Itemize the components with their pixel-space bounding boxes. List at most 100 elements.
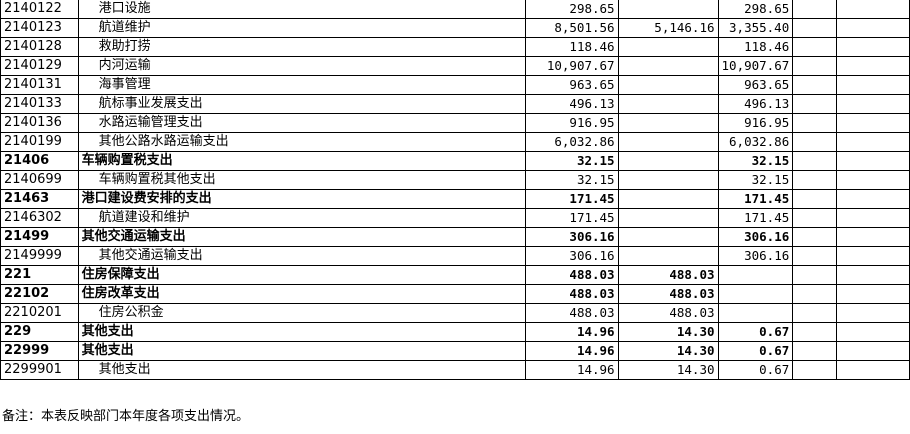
total-cell: 6,032.86 xyxy=(525,132,619,152)
total-cell: 171.45 xyxy=(525,208,619,228)
project-cell: 306.16 xyxy=(717,246,794,266)
basic-cell: 14.30 xyxy=(617,360,719,380)
project-cell: 10,907.67 xyxy=(717,56,794,76)
empty-cell xyxy=(792,341,838,361)
total-cell: 488.03 xyxy=(525,284,619,304)
project-cell: 32.15 xyxy=(717,170,794,190)
empty-cell xyxy=(836,208,910,228)
empty-cell xyxy=(792,75,838,95)
basic-cell xyxy=(617,246,719,266)
basic-cell xyxy=(617,208,719,228)
project-cell: 0.67 xyxy=(717,322,794,342)
table-row: 22999 其他支出 14.96 14.30 0.67 xyxy=(0,341,910,361)
empty-cell xyxy=(836,56,910,76)
project-cell: 3,355.40 xyxy=(717,18,794,38)
name-cell: 住房保障支出 xyxy=(77,265,527,285)
code-cell: 2146302 xyxy=(0,208,79,228)
basic-cell xyxy=(617,75,719,95)
empty-cell xyxy=(836,94,910,114)
total-cell: 916.95 xyxy=(525,113,619,133)
table-row: 2140128 救助打捞 118.46 118.46 xyxy=(0,37,910,57)
code-cell: 21499 xyxy=(0,227,79,247)
empty-cell xyxy=(836,227,910,247)
empty-cell xyxy=(836,132,910,152)
total-cell: 14.96 xyxy=(525,341,619,361)
empty-cell xyxy=(792,132,838,152)
basic-cell xyxy=(617,227,719,247)
project-cell: 171.45 xyxy=(717,208,794,228)
empty-cell xyxy=(792,94,838,114)
empty-cell xyxy=(836,303,910,323)
empty-cell xyxy=(792,37,838,57)
project-cell: 0.67 xyxy=(717,360,794,380)
name-cell: 其他支出 xyxy=(77,322,527,342)
code-cell: 2140133 xyxy=(0,94,79,114)
name-cell: 其他公路水路运输支出 xyxy=(77,132,527,152)
code-cell: 2140129 xyxy=(0,56,79,76)
project-cell: 0.67 xyxy=(717,341,794,361)
table-row: 2146302 航道建设和维护 171.45 171.45 xyxy=(0,208,910,228)
basic-cell xyxy=(617,0,719,19)
basic-cell xyxy=(617,170,719,190)
total-cell: 14.96 xyxy=(525,360,619,380)
table-row: 2140129 内河运输 10,907.67 10,907.67 xyxy=(0,56,910,76)
code-cell: 221 xyxy=(0,265,79,285)
table-row: 2210201 住房公积金 488.03 488.03 xyxy=(0,303,910,323)
name-cell: 内河运输 xyxy=(77,56,527,76)
name-cell: 住房改革支出 xyxy=(77,284,527,304)
code-cell: 21463 xyxy=(0,189,79,209)
code-cell: 2149999 xyxy=(0,246,79,266)
name-cell: 水路运输管理支出 xyxy=(77,113,527,133)
basic-cell: 488.03 xyxy=(617,265,719,285)
table-row: 229 其他支出 14.96 14.30 0.67 xyxy=(0,322,910,342)
empty-cell xyxy=(792,113,838,133)
empty-cell xyxy=(836,265,910,285)
project-cell: 496.13 xyxy=(717,94,794,114)
empty-cell xyxy=(792,246,838,266)
empty-cell xyxy=(792,170,838,190)
empty-cell xyxy=(836,360,910,380)
empty-cell xyxy=(792,0,838,19)
code-cell: 229 xyxy=(0,322,79,342)
basic-cell xyxy=(617,37,719,57)
empty-cell xyxy=(792,284,838,304)
name-cell: 其他交通运输支出 xyxy=(77,246,527,266)
table-row: 21463 港口建设费安排的支出 171.45 171.45 xyxy=(0,189,910,209)
empty-cell xyxy=(836,341,910,361)
code-cell: 2140128 xyxy=(0,37,79,57)
total-cell: 8,501.56 xyxy=(525,18,619,38)
table-row: 21499 其他交通运输支出 306.16 306.16 xyxy=(0,227,910,247)
code-cell: 22102 xyxy=(0,284,79,304)
table-row: 2140133 航标事业发展支出 496.13 496.13 xyxy=(0,94,910,114)
code-cell: 2140122 xyxy=(0,0,79,19)
empty-cell xyxy=(792,56,838,76)
table-row: 2140123 航道维护 8,501.56 5,146.16 3,355.40 xyxy=(0,18,910,38)
empty-cell xyxy=(836,37,910,57)
total-cell: 171.45 xyxy=(525,189,619,209)
basic-cell: 488.03 xyxy=(617,303,719,323)
name-cell: 航道维护 xyxy=(77,18,527,38)
project-cell: 118.46 xyxy=(717,37,794,57)
name-cell: 航标事业发展支出 xyxy=(77,94,527,114)
project-cell: 298.65 xyxy=(717,0,794,19)
name-cell: 其他支出 xyxy=(77,341,527,361)
total-cell: 118.46 xyxy=(525,37,619,57)
project-cell: 916.95 xyxy=(717,113,794,133)
empty-cell xyxy=(792,227,838,247)
total-cell: 306.16 xyxy=(525,227,619,247)
name-cell: 车辆购置税支出 xyxy=(77,151,527,171)
code-cell: 2140123 xyxy=(0,18,79,38)
empty-cell xyxy=(836,189,910,209)
table-row: 2149999 其他交通运输支出 306.16 306.16 xyxy=(0,246,910,266)
table-row: 22102 住房改革支出 488.03 488.03 xyxy=(0,284,910,304)
name-cell: 航道建设和维护 xyxy=(77,208,527,228)
table-row: 2140122 港口设施 298.65 298.65 xyxy=(0,0,910,19)
empty-cell xyxy=(836,75,910,95)
empty-cell xyxy=(836,322,910,342)
basic-cell: 5,146.16 xyxy=(617,18,719,38)
project-cell: 6,032.86 xyxy=(717,132,794,152)
project-cell: 306.16 xyxy=(717,227,794,247)
total-cell: 10,907.67 xyxy=(525,56,619,76)
basic-cell xyxy=(617,132,719,152)
name-cell: 其他支出 xyxy=(77,360,527,380)
